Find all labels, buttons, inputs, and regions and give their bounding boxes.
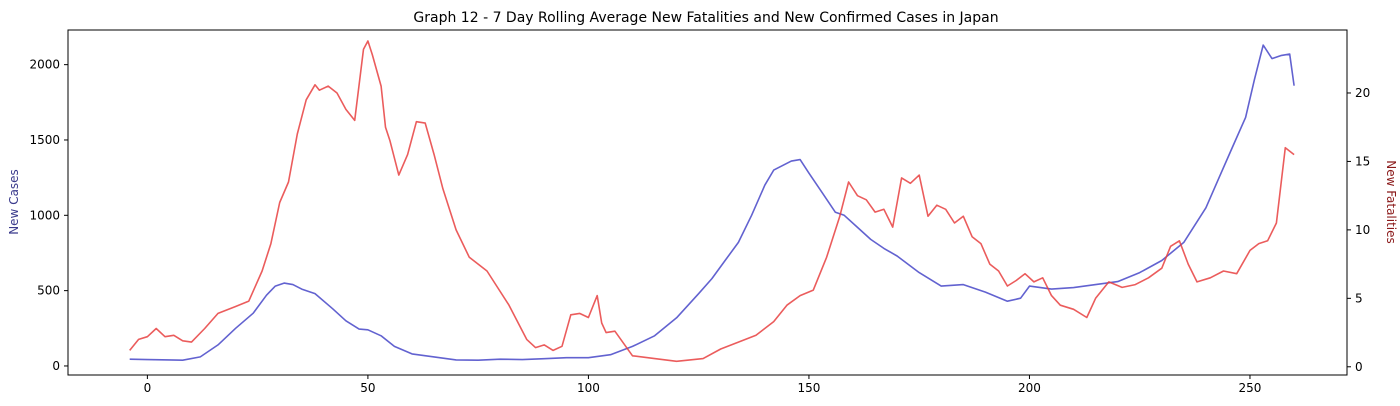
y-left-tick-label: 500: [37, 284, 60, 298]
chart-title: Graph 12 - 7 Day Rolling Average New Fat…: [413, 10, 998, 26]
x-tick-label: 100: [577, 381, 600, 395]
y-left-tick-label: 1500: [29, 133, 60, 147]
y-axis-left: 0 500 1000 1500 2000: [29, 58, 68, 373]
x-axis: 0 50 100 150 200 250: [144, 375, 1262, 395]
x-tick-label: 50: [360, 381, 375, 395]
series-line-new-fatalities: [129, 40, 1295, 363]
y-axis-right-label: New Fatalities: [1384, 160, 1398, 244]
y-right-tick-label: 0: [1355, 360, 1363, 374]
series-line-new-cases: [129, 44, 1295, 362]
y-left-tick-label: 0: [52, 359, 60, 373]
y-right-tick-label: 20: [1355, 86, 1370, 100]
y-axis-right: 0 5 10 15 20: [1347, 86, 1370, 374]
y-right-tick-label: 10: [1355, 223, 1370, 237]
plot-area-frame: [67, 29, 1348, 376]
x-tick-label: 0: [144, 381, 152, 395]
series-layer: [129, 40, 1295, 363]
x-tick-label: 200: [1018, 381, 1041, 395]
x-tick-label: 250: [1239, 381, 1262, 395]
y-right-tick-label: 15: [1355, 154, 1370, 168]
y-left-tick-label: 1000: [29, 208, 60, 222]
y-right-tick-label: 5: [1355, 291, 1363, 305]
y-left-tick-label: 2000: [29, 58, 60, 72]
x-tick-label: 150: [797, 381, 820, 395]
y-axis-left-label: New Cases: [7, 169, 21, 235]
